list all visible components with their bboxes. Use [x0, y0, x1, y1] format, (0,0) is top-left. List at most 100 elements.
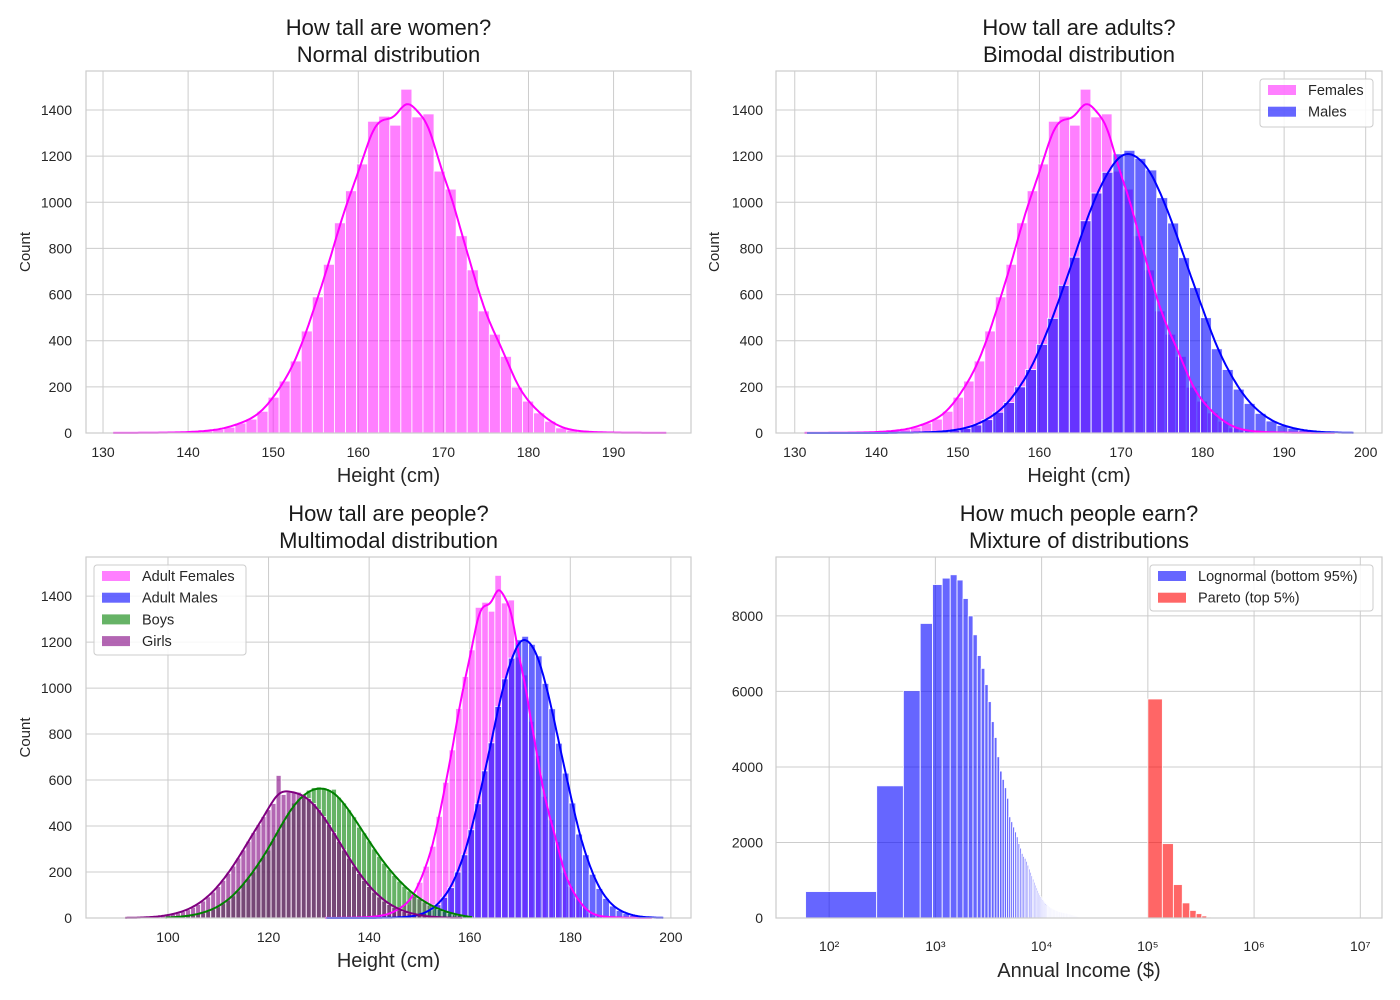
y-tick-label: 1400	[41, 588, 72, 604]
histogram-bar	[280, 794, 287, 919]
histogram-bar	[205, 896, 212, 919]
histogram-bar	[1068, 256, 1081, 434]
x-tick-label: 10⁵	[1137, 938, 1158, 954]
histogram-bar	[1167, 222, 1180, 434]
histogram-bar	[378, 115, 391, 434]
histogram-bar	[919, 623, 933, 919]
histogram-bar	[1003, 402, 1016, 434]
x-tick-label: 200	[1354, 444, 1378, 460]
histogram-bar	[949, 574, 958, 919]
y-axis-label: Count	[17, 231, 34, 272]
histogram-bar	[389, 124, 402, 434]
histogram-bar	[320, 816, 327, 919]
histogram-bar	[367, 120, 380, 434]
y-tick-label: 0	[755, 910, 763, 926]
y-tick-label: 200	[49, 379, 73, 395]
histogram-bar	[289, 360, 302, 434]
histogram-bar	[932, 584, 943, 919]
x-axis-label: Height (cm)	[337, 465, 440, 487]
y-tick-label: 6000	[732, 683, 763, 699]
legend-frame	[1149, 564, 1374, 612]
y-tick-label: 2000	[732, 834, 763, 850]
subplot-2: 130 140 150 160 170 180 190 200 0 200 400 600 800 100…	[706, 15, 1383, 487]
x-tick-label: 130	[783, 444, 807, 460]
chart-subtitle: Multimodal distribution	[279, 528, 498, 553]
histogram-bar	[467, 829, 476, 919]
histogram-bar	[225, 872, 232, 919]
histogram-bar	[330, 832, 337, 919]
histogram-bar	[200, 900, 207, 919]
y-tick-label: 1000	[41, 680, 72, 696]
legend-label: Adult Females	[142, 569, 235, 585]
histogram-bar	[444, 188, 457, 434]
histogram-bar	[1123, 149, 1136, 434]
histogram-bar	[1189, 909, 1197, 919]
histogram-bar	[210, 891, 217, 919]
histogram-bar	[300, 794, 307, 919]
x-tick-label: 160	[1028, 444, 1052, 460]
histogram-bar	[356, 163, 369, 434]
x-tick-label: 160	[458, 929, 482, 945]
histogram-bar	[488, 333, 501, 434]
axes-frame	[85, 70, 692, 434]
histogram-bar	[460, 854, 469, 919]
chart-subtitle: Normal distribution	[297, 42, 480, 67]
histogram-bar	[876, 785, 904, 919]
y-tick-label: 600	[740, 287, 764, 303]
histogram-bar	[455, 235, 468, 434]
histogram-bar	[1112, 153, 1125, 434]
y-tick-label: 0	[64, 910, 72, 926]
legend-swatch	[1268, 106, 1296, 117]
x-tick-label: 190	[1272, 444, 1296, 460]
chart-subtitle: Bimodal distribution	[983, 42, 1175, 67]
histogram-bar	[315, 809, 322, 919]
histogram-bar	[1181, 902, 1191, 919]
histogram-bar	[1195, 913, 1203, 919]
legend-swatch	[102, 592, 130, 603]
legend-label: Males	[1308, 105, 1347, 121]
y-tick-label: 800	[740, 240, 764, 256]
y-tick-label: 0	[755, 425, 763, 441]
x-tick-label: 140	[865, 444, 889, 460]
histogram-bar	[534, 655, 543, 919]
histogram-bar	[805, 891, 878, 919]
axes-frame	[775, 70, 1383, 434]
legend-swatch	[1158, 592, 1186, 603]
histogram-bar	[980, 667, 986, 919]
x-tick-label: 120	[257, 929, 281, 945]
y-tick-label: 800	[49, 240, 73, 256]
legend-label: Girls	[142, 634, 172, 650]
y-tick-label: 600	[49, 287, 73, 303]
histogram-bar	[511, 386, 523, 434]
histogram-bar	[967, 615, 974, 919]
legend-swatch	[102, 636, 130, 647]
legend-label: Females	[1308, 83, 1364, 99]
chart-subtitle: Mixture of distributions	[969, 528, 1189, 553]
histogram-bar	[245, 418, 258, 434]
histogram-bar	[1014, 386, 1027, 434]
histogram-bar	[494, 706, 503, 919]
legend-frame	[93, 564, 247, 656]
histogram-bar	[477, 310, 490, 434]
axes-frame	[85, 556, 692, 919]
kde-line	[165, 787, 473, 919]
kde-line	[804, 103, 1335, 434]
x-tick-label: 190	[602, 444, 626, 460]
histogram-bar	[1046, 317, 1059, 434]
histogram-bar	[1189, 287, 1201, 434]
histogram-bar	[1145, 169, 1158, 434]
histogram-bar	[972, 634, 978, 919]
histogram-bar	[1161, 843, 1174, 919]
histogram-bar	[902, 690, 921, 919]
histogram-bar	[305, 797, 312, 919]
legend: Females Males	[1259, 78, 1374, 128]
histogram-bar	[366, 886, 373, 919]
x-tick-label: 150	[946, 444, 970, 460]
histogram-bar	[411, 116, 424, 434]
histogram-bar	[310, 803, 317, 919]
y-tick-label: 1200	[41, 148, 72, 164]
histogram-bar	[322, 263, 335, 434]
axes-frame	[775, 556, 1383, 919]
x-tick-label: 170	[1109, 444, 1133, 460]
